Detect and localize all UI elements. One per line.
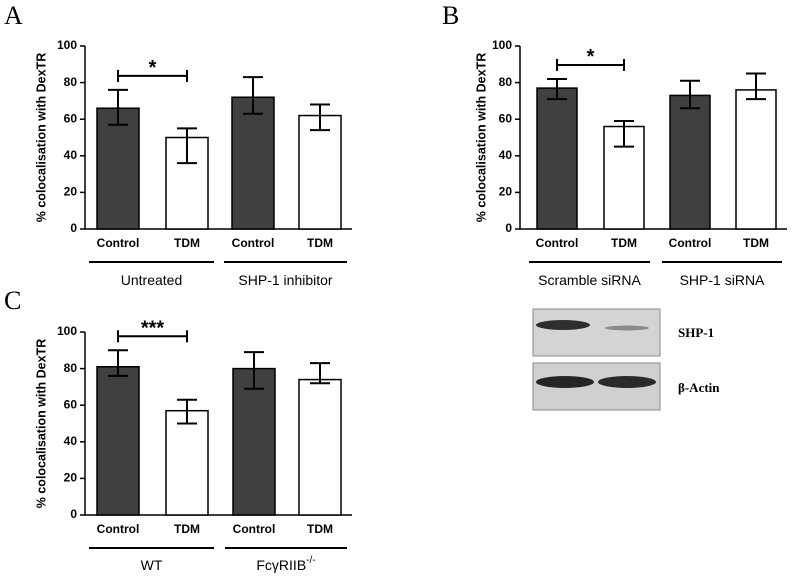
y-tick-label: 100: [492, 38, 512, 52]
group-label: SHP-1 inhibitor: [238, 272, 332, 288]
y-tick-label: 80: [499, 75, 513, 89]
y-tick-label: 40: [64, 148, 78, 162]
bar: [298, 378, 342, 516]
group-label-text: SHP-1 inhibitor: [238, 272, 332, 288]
group-label-text: FcγRIIB: [256, 557, 306, 573]
group-label-text: Scramble siRNA: [538, 272, 641, 288]
y-axis-label: % colocalisation with DexTR: [34, 53, 48, 222]
panel-letter: B: [442, 1, 459, 30]
group-label-sup: -/-: [306, 555, 315, 566]
y-tick-label: 20: [499, 185, 513, 199]
significance-label: *: [149, 57, 157, 79]
group-label: FcγRIIB-/-: [256, 555, 315, 573]
significance-label: ***: [141, 318, 165, 340]
group-label: SHP-1 siRNA: [680, 272, 765, 288]
blot-band: [598, 376, 656, 388]
x-tick-label: Control: [97, 522, 140, 536]
error-bar: [310, 362, 330, 385]
y-tick-label: 40: [64, 434, 78, 448]
y-axis-label: % colocalisation with DexTR: [474, 53, 488, 222]
y-axis-label: % colocalisation with DexTR: [34, 339, 48, 508]
group-label: WT: [141, 557, 163, 573]
x-tick-label: TDM: [743, 236, 769, 250]
bar: [735, 89, 777, 230]
bar: [231, 96, 275, 230]
y-tick-label: 20: [64, 185, 78, 199]
y-tick-label: 60: [64, 111, 78, 125]
x-tick-label: TDM: [611, 236, 637, 250]
group-label: Scramble siRNA: [538, 272, 641, 288]
bar: [669, 94, 711, 230]
error-bar: [243, 76, 263, 115]
y-tick-label: 0: [70, 507, 77, 521]
x-tick-label: Control: [233, 522, 276, 536]
error-bar: [310, 103, 330, 132]
bar: [298, 114, 342, 230]
error-bar: [177, 398, 197, 425]
blot-label: β-Actin: [678, 380, 720, 395]
blot-strip: [532, 308, 661, 357]
y-tick-label: 0: [70, 221, 77, 235]
x-tick-label: Control: [536, 236, 579, 250]
x-tick-label: Control: [232, 236, 275, 250]
y-tick-label: 80: [64, 75, 78, 89]
panel-letter: C: [4, 286, 21, 315]
group-label: Untreated: [121, 272, 182, 288]
error-bar: [614, 120, 634, 148]
y-tick-label: 20: [64, 471, 78, 485]
y-tick-label: 60: [64, 397, 78, 411]
x-tick-label: TDM: [174, 236, 200, 250]
panel-letter: A: [4, 1, 23, 30]
error-bar: [244, 351, 264, 390]
y-tick-label: 100: [57, 324, 77, 338]
western-blot: SHP-1 β-Actin: [532, 308, 720, 411]
bar: [536, 87, 578, 230]
x-tick-label: Control: [97, 236, 140, 250]
bar: [232, 367, 276, 516]
blot-band: [536, 320, 590, 330]
blot-label: SHP-1: [678, 325, 714, 340]
error-bar: [177, 127, 197, 165]
x-tick-label: TDM: [307, 522, 333, 536]
x-tick-label: TDM: [174, 522, 200, 536]
blot-band: [536, 376, 594, 388]
group-label-text: SHP-1 siRNA: [680, 272, 765, 288]
group-label-text: WT: [141, 557, 163, 573]
bar: [96, 107, 140, 230]
blot-band: [605, 325, 649, 331]
y-tick-label: 0: [505, 221, 512, 235]
x-tick-label: Control: [669, 236, 712, 250]
group-label-text: Untreated: [121, 272, 182, 288]
error-bar: [108, 88, 128, 126]
y-tick-label: 40: [499, 148, 513, 162]
y-tick-label: 100: [57, 38, 77, 52]
error-bar: [680, 79, 700, 110]
y-tick-label: 60: [499, 111, 513, 125]
bar: [165, 409, 209, 516]
bar: [96, 366, 140, 516]
error-bar: [108, 349, 128, 377]
error-bar: [547, 77, 567, 101]
y-tick-label: 80: [64, 361, 78, 375]
significance-label: *: [587, 46, 595, 68]
x-tick-label: TDM: [307, 236, 333, 250]
error-bar: [746, 72, 766, 101]
